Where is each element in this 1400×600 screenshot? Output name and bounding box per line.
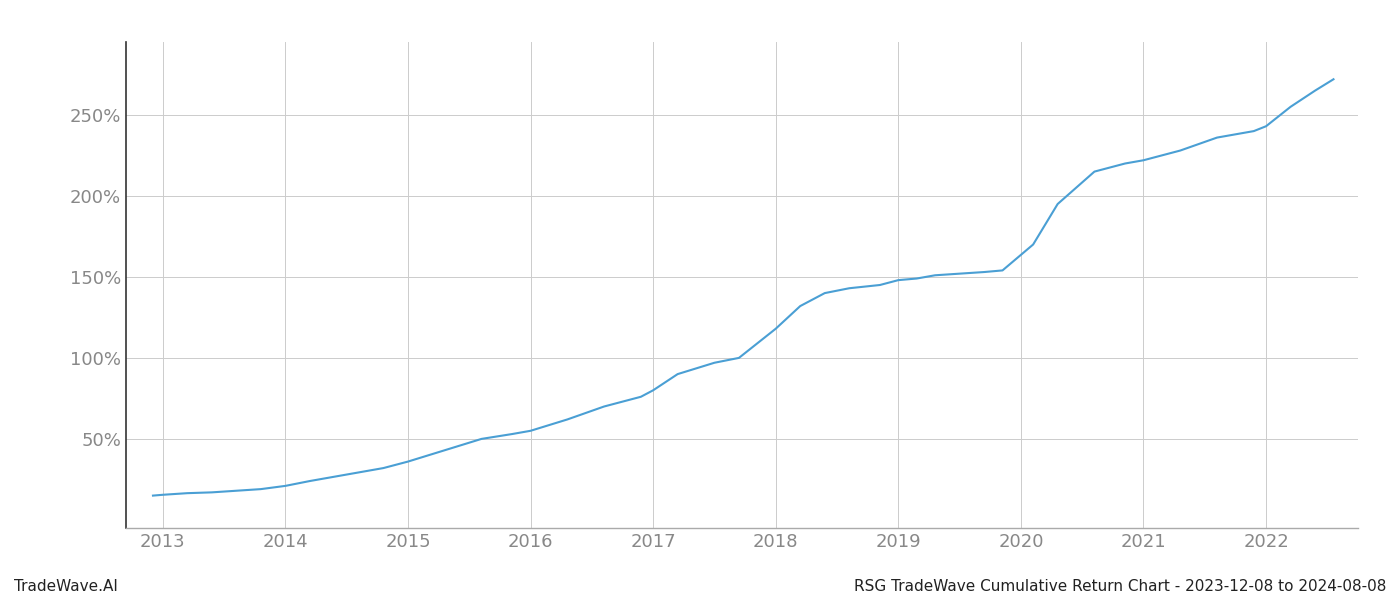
Text: RSG TradeWave Cumulative Return Chart - 2023-12-08 to 2024-08-08: RSG TradeWave Cumulative Return Chart - … <box>854 579 1386 594</box>
Text: TradeWave.AI: TradeWave.AI <box>14 579 118 594</box>
